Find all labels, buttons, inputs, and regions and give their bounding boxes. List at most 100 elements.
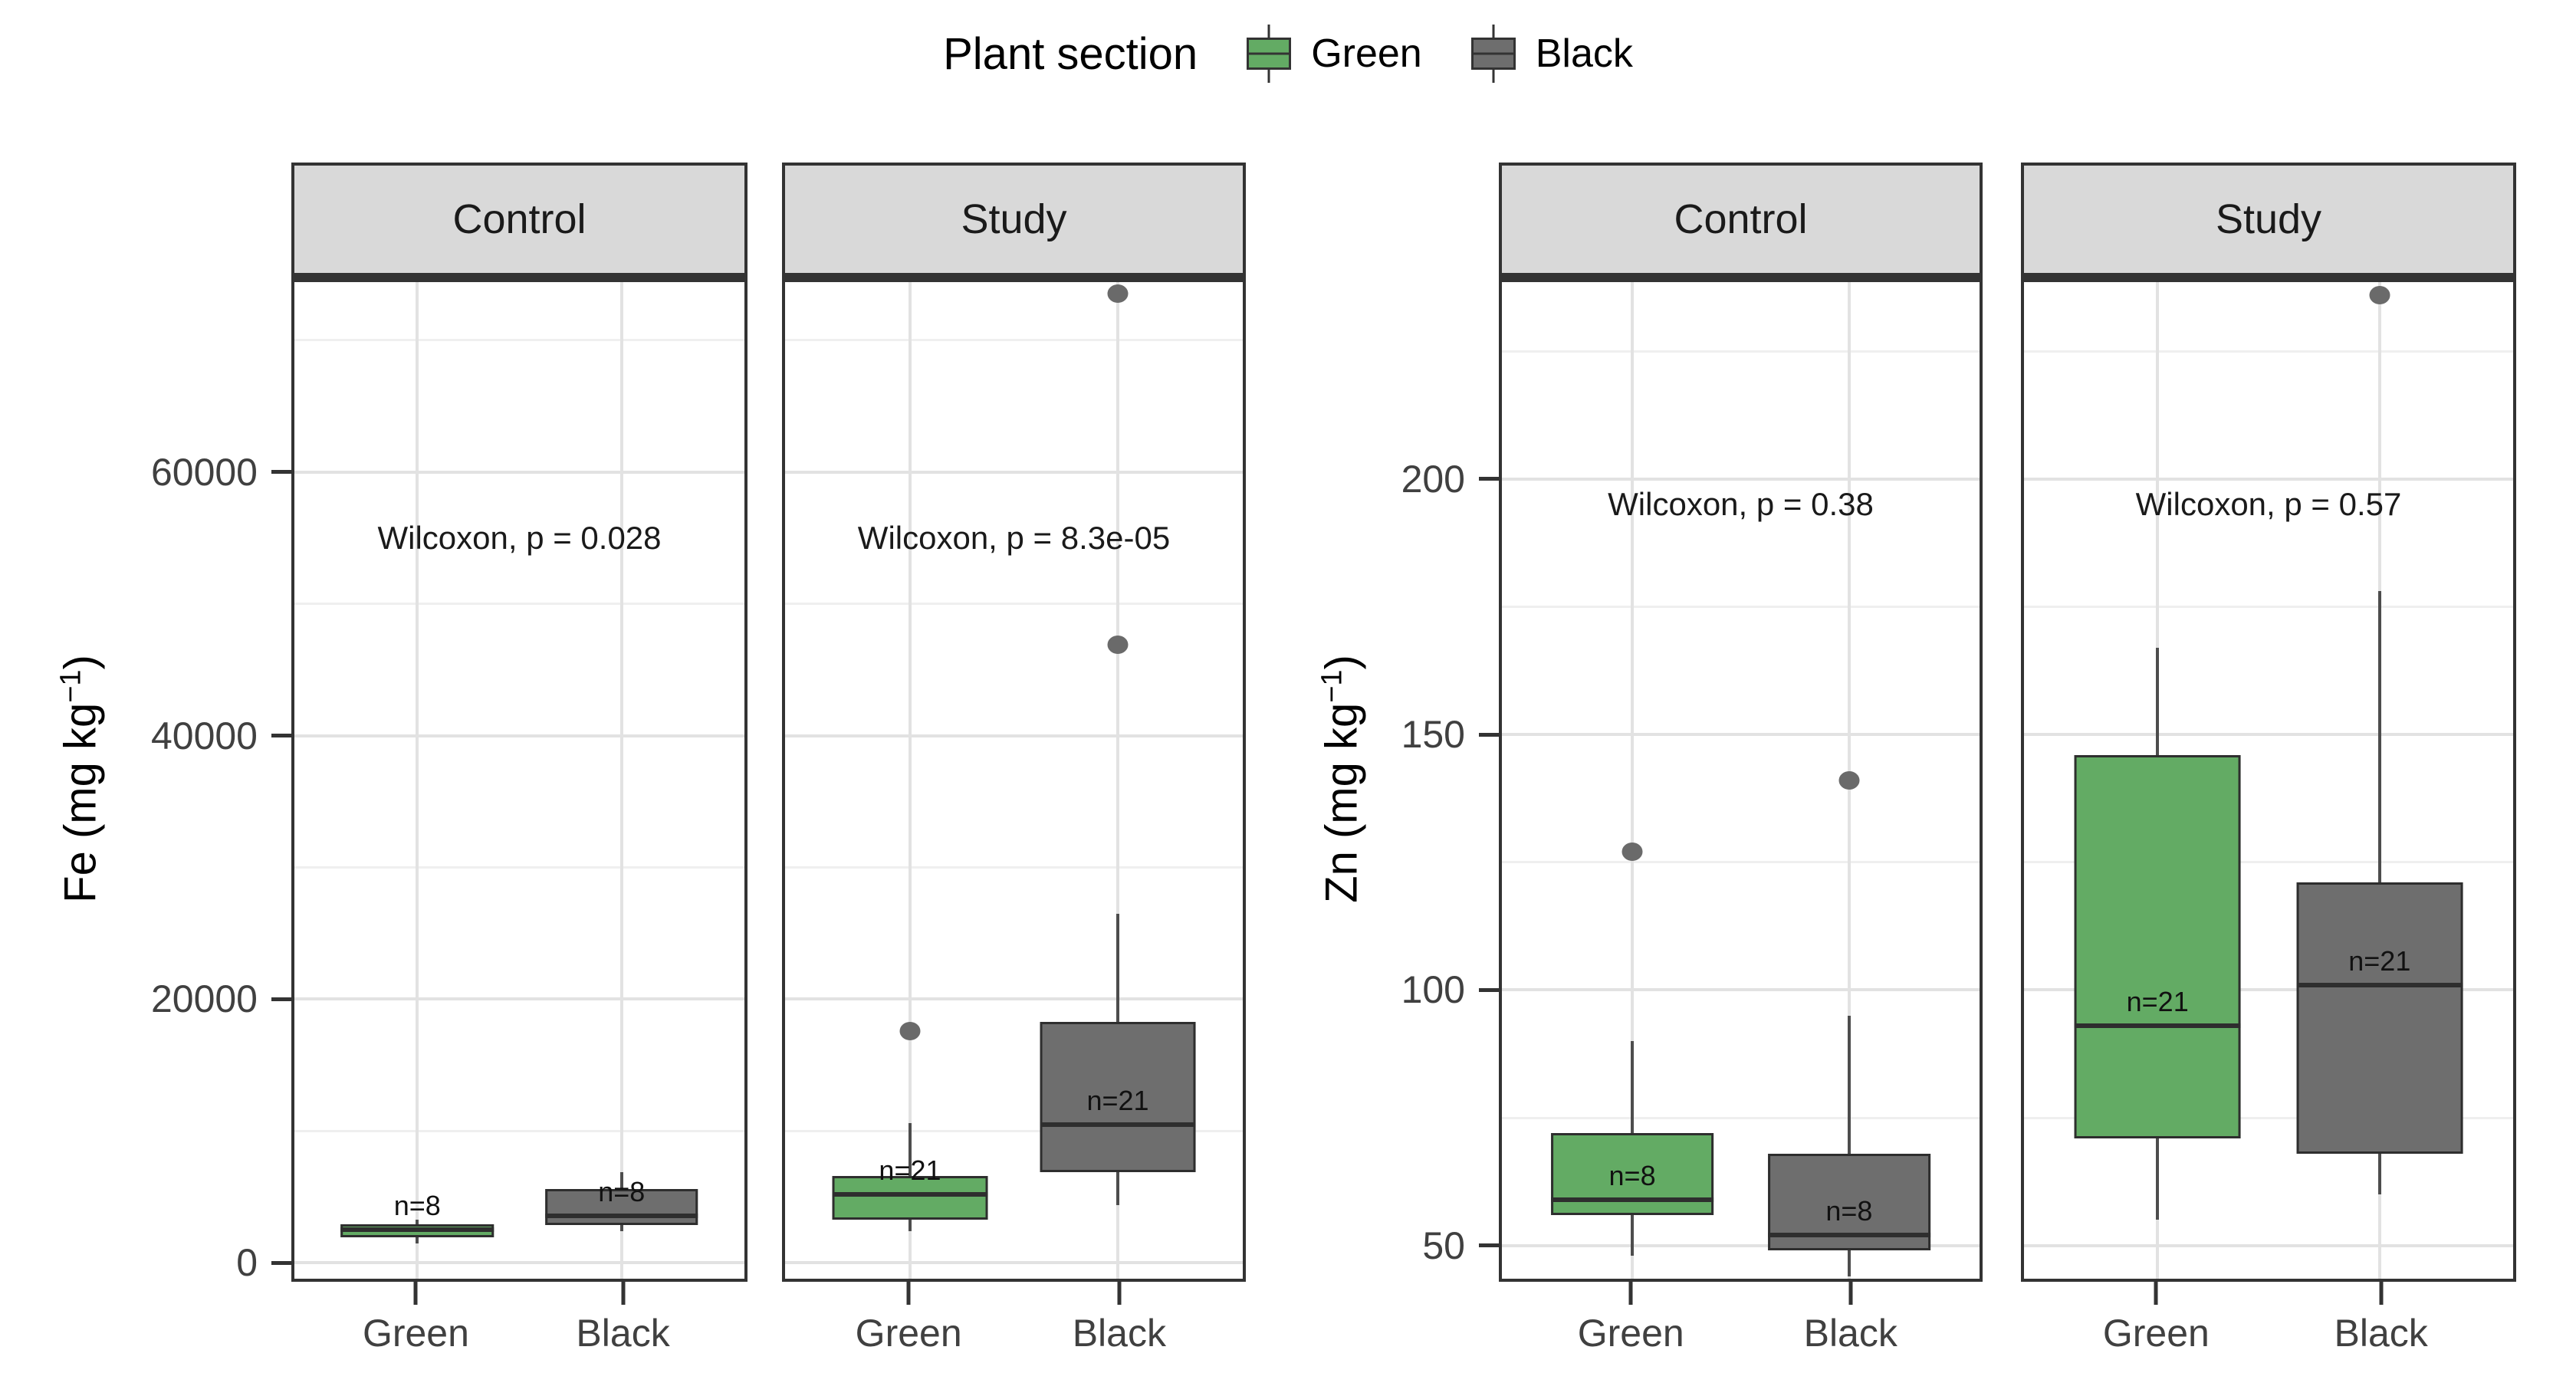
facet-control: Control n=8 n=8 Wilcoxon, p = 0.38 Green Blac… bbox=[1499, 163, 1983, 1374]
gridline-minor bbox=[1502, 605, 1980, 608]
gridline-vertical bbox=[619, 282, 623, 1279]
y-title-superscript: −1 bbox=[54, 669, 87, 703]
outlier-point bbox=[1107, 635, 1129, 654]
y-title-text: ) bbox=[55, 655, 106, 670]
gridline-major bbox=[294, 997, 744, 1001]
x-tick-label: Green bbox=[362, 1312, 469, 1355]
median-line bbox=[1768, 1233, 1930, 1238]
median-line bbox=[2074, 1023, 2241, 1028]
gridline-minor bbox=[785, 866, 1243, 869]
wilcoxon-annotation: Wilcoxon, p = 8.3e-05 bbox=[857, 519, 1171, 556]
wilcoxon-annotation: Wilcoxon, p = 0.028 bbox=[377, 519, 662, 556]
key-box-green bbox=[1247, 38, 1292, 70]
y-tick-mark bbox=[271, 1260, 291, 1265]
sample-size-label: n=21 bbox=[2348, 944, 2411, 977]
gridline-vertical bbox=[908, 282, 912, 1279]
y-tick-mark bbox=[1479, 477, 1499, 481]
gridline-minor bbox=[294, 1129, 744, 1132]
gridline-minor bbox=[785, 603, 1243, 606]
legend-label-green: Green bbox=[1311, 31, 1422, 76]
y-tick-mark bbox=[271, 470, 291, 475]
chart-zn: Zn (mg kg−1) 50 100 150 200 Control n=8 n=8 Wi… bbox=[1292, 163, 2516, 1374]
gridline-major bbox=[294, 734, 744, 737]
gridline-major bbox=[2024, 988, 2513, 992]
median-line bbox=[2296, 982, 2463, 987]
sample-size-label: n=8 bbox=[1825, 1195, 1873, 1227]
panel-control: n=8 n=8 Wilcoxon, p = 0.028 bbox=[291, 276, 748, 1282]
legend-label-black: Black bbox=[1535, 31, 1633, 76]
gridline-major bbox=[785, 470, 1243, 474]
sample-size-label: n=21 bbox=[879, 1154, 941, 1186]
facet-strip-label: Control bbox=[1674, 196, 1808, 242]
gridline-minor bbox=[2024, 861, 2513, 864]
y-title-text: Zn (mg kg bbox=[1316, 702, 1367, 903]
facet-strip-label: Control bbox=[452, 196, 586, 242]
x-axis: Green Black bbox=[2021, 1282, 2516, 1374]
x-tick-mark bbox=[2154, 1282, 2158, 1305]
key-box-black bbox=[1470, 38, 1516, 70]
facet-strip: Control bbox=[1499, 163, 1983, 276]
y-axis-title-column: Zn (mg kg−1) bbox=[1292, 163, 1392, 1282]
gridline-major bbox=[1502, 733, 1980, 736]
facet-strip-label: Study bbox=[961, 196, 1067, 242]
chart-fe: Fe (mg kg−1) 0 20000 40000 60000 Control n=8… bbox=[23, 163, 1246, 1374]
median-line bbox=[832, 1191, 988, 1197]
gridline-major bbox=[785, 734, 1243, 737]
facet-strip: Control bbox=[291, 163, 748, 276]
y-title-superscript: −1 bbox=[1316, 669, 1349, 703]
y-tick-label: 20000 bbox=[150, 977, 258, 1021]
x-tick-mark bbox=[906, 1282, 911, 1305]
y-tick-label: 50 bbox=[1422, 1224, 1465, 1267]
facet-study: Study n=21 n=21 Wilcoxon, p = 8.3e-05 Green B… bbox=[782, 163, 1246, 1374]
facets-fe: Control n=8 n=8 Wilcoxon, p = 0.028 Green Bla… bbox=[291, 163, 1246, 1374]
panel-study: n=21 n=21 Wilcoxon, p = 0.57 bbox=[2021, 276, 2516, 1282]
gridline-minor bbox=[294, 866, 744, 869]
gridline-minor bbox=[1502, 350, 1980, 353]
y-tick-mark bbox=[1479, 732, 1499, 737]
key-median-line bbox=[1249, 52, 1290, 55]
x-tick-mark bbox=[621, 1282, 626, 1305]
gridline-vertical bbox=[1116, 282, 1120, 1279]
x-tick-mark bbox=[413, 1282, 418, 1305]
x-tick-label: Green bbox=[855, 1312, 962, 1355]
outlier-point bbox=[1838, 771, 1860, 790]
facets-zn: Control n=8 n=8 Wilcoxon, p = 0.38 Green Blac… bbox=[1499, 163, 2516, 1374]
gridline-minor bbox=[2024, 605, 2513, 608]
outlier-point bbox=[1622, 843, 1643, 862]
x-tick-label: Black bbox=[576, 1312, 670, 1355]
x-tick-label: Black bbox=[1072, 1312, 1166, 1355]
median-line bbox=[1551, 1197, 1714, 1202]
x-tick-label: Black bbox=[2334, 1312, 2428, 1355]
x-tick-mark bbox=[1848, 1282, 1853, 1305]
sample-size-label: n=21 bbox=[1086, 1084, 1149, 1116]
facet-strip-label: Study bbox=[2215, 196, 2322, 242]
gridline-minor bbox=[294, 603, 744, 606]
sample-size-label: n=8 bbox=[393, 1190, 441, 1222]
y-axis-zn: 50 100 150 200 bbox=[1392, 163, 1499, 1282]
facet-strip: Study bbox=[782, 163, 1246, 276]
median-line bbox=[1040, 1122, 1196, 1127]
charts-row: Fe (mg kg−1) 0 20000 40000 60000 Control n=8… bbox=[23, 163, 2516, 1374]
legend-item-black: Black bbox=[1470, 25, 1633, 83]
x-tick-label: Green bbox=[2102, 1312, 2210, 1355]
y-title-text: Fe (mg kg bbox=[55, 702, 106, 903]
gridline-minor bbox=[1502, 861, 1980, 864]
y-tick-label: 200 bbox=[1401, 457, 1465, 501]
x-tick-label: Green bbox=[1577, 1312, 1684, 1355]
gridline-minor bbox=[294, 339, 744, 342]
box-black bbox=[544, 1188, 698, 1225]
y-tick-mark bbox=[271, 734, 291, 738]
y-tick-label: 40000 bbox=[150, 714, 258, 757]
y-tick-label: 100 bbox=[1401, 968, 1465, 1012]
y-title-text: ) bbox=[1316, 655, 1367, 670]
box-green bbox=[2074, 754, 2241, 1138]
gridline-vertical bbox=[416, 282, 419, 1279]
gridline-major bbox=[294, 470, 744, 474]
x-axis: Green Black bbox=[291, 1282, 748, 1374]
sample-size-label: n=8 bbox=[1608, 1159, 1656, 1191]
median-line bbox=[340, 1227, 495, 1233]
gridline-vertical bbox=[1631, 282, 1635, 1279]
median-line bbox=[544, 1214, 698, 1219]
sample-size-label: n=21 bbox=[2126, 986, 2189, 1017]
